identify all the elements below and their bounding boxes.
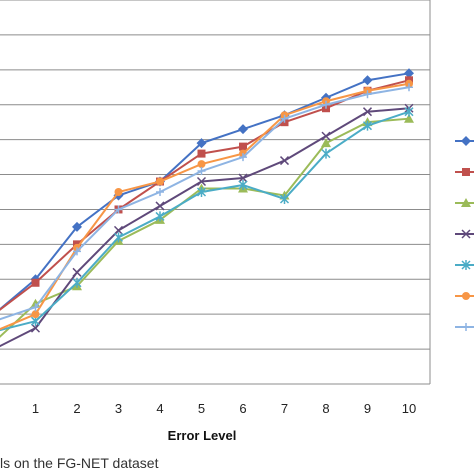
legend-marker (461, 136, 471, 146)
series-5 (0, 106, 414, 332)
data-point (155, 211, 165, 222)
x-tick-label: 2 (73, 401, 80, 416)
plot-background (0, 0, 430, 384)
data-point (197, 160, 206, 169)
data-point (72, 277, 82, 288)
data-point (113, 232, 124, 243)
legend-marker (461, 198, 471, 207)
data-point (72, 267, 82, 277)
data-point (322, 100, 330, 109)
data-point (197, 167, 206, 176)
data-point (404, 113, 414, 123)
data-point (363, 90, 372, 99)
data-point (73, 247, 81, 256)
data-point (156, 188, 164, 196)
data-point (114, 188, 123, 196)
legend-marker (462, 323, 470, 331)
data-point (238, 180, 248, 191)
data-point (197, 149, 206, 158)
x-tick-label: 10 (402, 401, 416, 416)
data-point (362, 107, 373, 117)
x-tick-label: 5 (198, 401, 205, 416)
legend-entry-3 (455, 198, 474, 207)
data-point (113, 225, 124, 235)
x-tick-label: 6 (239, 401, 246, 416)
x-axis-label: Error Level (168, 428, 237, 443)
data-point (280, 114, 289, 123)
legend-marker (462, 292, 470, 300)
x-tick-label: 8 (322, 401, 329, 416)
legend-entry-7 (455, 323, 474, 331)
plot-area: 1 2 3 4 5 6 7 8 9 10 (0, 0, 431, 416)
data-point (156, 177, 164, 186)
data-point (30, 323, 41, 333)
legend-marker (462, 168, 470, 176)
legend-marker (461, 229, 471, 239)
data-point (31, 278, 40, 287)
legend-entry-5 (455, 260, 474, 270)
data-point (279, 193, 290, 204)
x-tick-label: 4 (156, 401, 163, 416)
data-point (238, 124, 248, 135)
legend (455, 136, 474, 331)
data-point (362, 75, 373, 86)
data-point (31, 310, 40, 319)
legend-entry-4 (455, 229, 474, 239)
data-point (196, 138, 207, 149)
data-point (196, 187, 207, 197)
legend-entry-6 (455, 292, 474, 300)
data-point (404, 106, 414, 117)
series-7 (0, 83, 413, 321)
data-point (321, 138, 331, 148)
x-tick-label: 9 (364, 401, 371, 416)
data-point (31, 303, 40, 312)
x-tick-label: 1 (32, 401, 39, 416)
data-point (239, 142, 247, 151)
data-point (321, 148, 331, 159)
data-point (114, 205, 123, 214)
x-tick-label: 7 (281, 401, 288, 416)
data-point (279, 156, 290, 166)
legend-entry-2 (455, 168, 474, 176)
series-4 (0, 103, 414, 348)
data-point (155, 201, 165, 211)
data-point (321, 131, 331, 141)
data-point (239, 153, 247, 162)
data-point (238, 173, 248, 183)
legend-entry-1 (455, 136, 474, 146)
data-point (362, 120, 373, 131)
data-point (404, 68, 414, 79)
data-point (196, 176, 207, 187)
legend-marker (461, 260, 471, 270)
data-point (405, 83, 413, 92)
x-tick-label: 3 (115, 401, 122, 416)
data-point (72, 221, 82, 232)
figure-caption: ls on the FG-NET dataset (0, 455, 159, 471)
